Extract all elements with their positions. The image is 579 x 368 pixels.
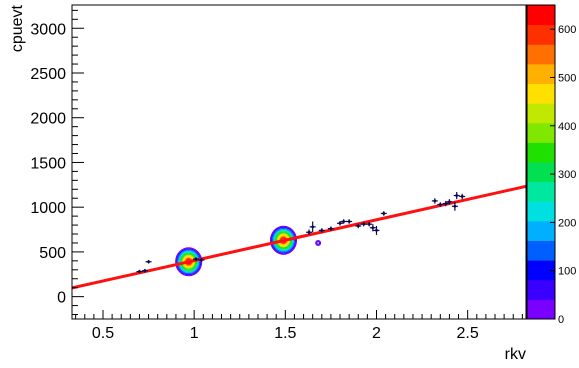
contour-line: [180, 252, 198, 271]
palette-color-band: [527, 44, 555, 65]
palette-color-band: [527, 220, 555, 241]
contour-line: [179, 251, 199, 272]
palette-tick-label: 200: [558, 217, 576, 229]
data-point: [309, 221, 316, 233]
y-tick-label: 0: [57, 290, 66, 307]
palette-color-band: [527, 63, 555, 84]
palette-color-band: [527, 240, 555, 261]
data-point: [373, 225, 380, 235]
contour-line: [316, 241, 321, 245]
data-point: [145, 259, 152, 264]
x-tick-label: 1.5: [274, 325, 296, 342]
data-point: [340, 219, 347, 224]
data-point: [442, 200, 449, 207]
palette-color-band: [527, 122, 555, 143]
data-point: [451, 201, 458, 211]
contour-line: [178, 250, 200, 274]
x-axis-title: rkv: [505, 346, 526, 363]
y-tick-label: 3000: [30, 21, 66, 38]
plot-background: [72, 5, 526, 319]
data-point: [453, 191, 460, 200]
color-palette: 0 100 200 300 400 500 600: [526, 4, 576, 326]
palette-color-band: [527, 279, 555, 300]
data-point: [369, 224, 376, 232]
data-point: [431, 198, 438, 204]
palette-color-band: [527, 181, 555, 202]
palette-color-band: [527, 201, 555, 222]
palette-color-band: [527, 103, 555, 124]
data-point: [192, 257, 199, 261]
palette-tick-label: 500: [558, 72, 576, 84]
palette-color-band: [527, 260, 555, 281]
palette-tick-label: 100: [558, 266, 576, 278]
x-tick-label: 1: [190, 325, 199, 342]
palette-color-band: [527, 299, 555, 320]
data-point: [459, 193, 466, 200]
data-point: [198, 258, 205, 262]
data-point: [366, 221, 373, 227]
data-point: [380, 211, 387, 216]
palette-color-band: [527, 24, 555, 45]
contour-line: [272, 228, 295, 252]
y-axis-title: cpuevt: [9, 4, 26, 52]
y-tick-label: 2000: [30, 111, 66, 128]
x-tick-label: 2.5: [457, 325, 479, 342]
data-point: [346, 219, 353, 224]
data-point: [446, 199, 453, 205]
contour-line: [273, 230, 294, 251]
data-point: [437, 202, 444, 207]
palette-tick-label: 300: [558, 169, 576, 181]
palette-tick-label: 400: [558, 121, 576, 133]
data-point: [141, 268, 148, 273]
data-point: [136, 269, 143, 274]
data-point: [355, 223, 362, 229]
palette-frame: [526, 4, 556, 320]
palette-color-band: [527, 142, 555, 163]
data-point: [327, 226, 334, 231]
contour-line: [177, 249, 201, 275]
palette-color-band: [527, 83, 555, 104]
data-point: [360, 221, 367, 227]
x-tick-label: 2: [372, 325, 381, 342]
contour-line: [270, 226, 297, 254]
y-tick-label: 1000: [30, 200, 66, 217]
y-tick-label: 1500: [30, 155, 66, 172]
data-point: [306, 229, 313, 235]
contour-line: [176, 248, 202, 276]
contour-line: [271, 227, 296, 253]
palette-tick-label: 0: [558, 314, 564, 326]
profile-points: [136, 191, 466, 274]
x-tick-label: 0.5: [92, 325, 114, 342]
y-axis: 0 500 1000 1500 2000 2500 3000: [30, 9, 84, 316]
x-axis: 0.5 1 1.5 2 2.5: [75, 310, 523, 342]
data-point: [318, 228, 325, 233]
y-tick-label: 2500: [30, 66, 66, 83]
contour-line: [269, 225, 298, 255]
palette-tick-label: 600: [558, 24, 576, 36]
contour-line: [315, 239, 322, 246]
y-tick-label: 500: [39, 245, 66, 262]
data-point: [337, 221, 344, 226]
palette-color-band: [527, 5, 555, 26]
palette-color-band: [527, 162, 555, 183]
